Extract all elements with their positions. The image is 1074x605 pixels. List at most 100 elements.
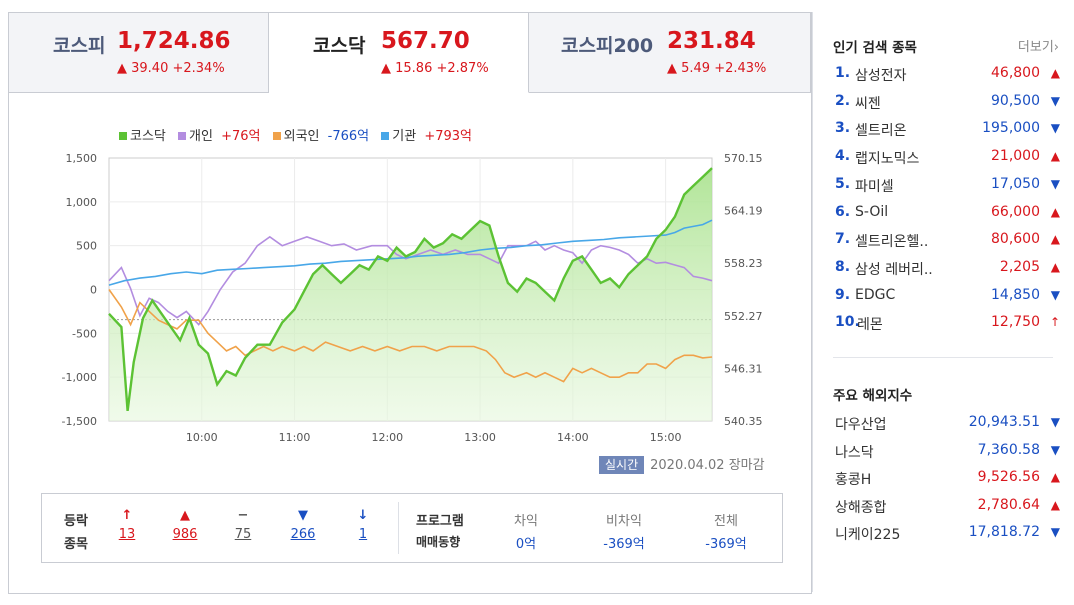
tab-kosdaq[interactable]: 코스닥 567.70 ▲ 15.86 +2.87% bbox=[269, 13, 529, 93]
tab-kospi200[interactable]: 코스피200 231.84 ▲ 5.49 +2.43% bbox=[529, 13, 811, 93]
tab-kospi[interactable]: 코스피 1,724.86 ▲ 39.40 +2.34% bbox=[9, 13, 269, 93]
individual-line bbox=[108, 235, 713, 326]
overseas-index-item[interactable]: 상해종합 2,780.64 ▲ bbox=[835, 497, 1060, 524]
x-tick: 12:00 bbox=[371, 431, 403, 443]
breadth-item[interactable]: ▼ 266 bbox=[288, 508, 318, 542]
popular-item[interactable]: 8. 삼성 레버리.. 2,205 ▲ bbox=[835, 259, 1060, 286]
legend-institution[interactable]: 기관 +793억 bbox=[381, 129, 476, 144]
more-link[interactable]: 더보기› bbox=[1018, 36, 1059, 55]
stock-name[interactable]: 씨젠 bbox=[855, 95, 881, 112]
y-right-tick: 564.19 bbox=[724, 205, 763, 218]
institution-line bbox=[108, 219, 713, 286]
breadth-count[interactable]: 986 bbox=[172, 527, 198, 542]
breadth-label-1: 등락 bbox=[64, 514, 88, 529]
stock-name[interactable]: 삼성전자 bbox=[855, 68, 907, 84]
breadth-count[interactable]: 266 bbox=[290, 527, 316, 542]
status-date: 2020.04.02 장마감 bbox=[650, 458, 765, 473]
stock-price: 195,000 bbox=[982, 120, 1040, 137]
stock-name[interactable]: 셀트리온 bbox=[855, 123, 907, 140]
legend-kosdaq[interactable]: 코스닥 bbox=[119, 129, 170, 144]
program-col-head: 비차익 bbox=[606, 514, 642, 529]
down-arrow-icon: ▼ bbox=[1050, 415, 1060, 429]
breadth-item[interactable]: ↓ 1 bbox=[348, 508, 378, 542]
popular-item[interactable]: 1. 삼성전자 46,800 ▲ bbox=[835, 65, 1060, 92]
legend-individual[interactable]: 개인 +76억 bbox=[178, 129, 264, 144]
index-name[interactable]: 홍콩H bbox=[835, 472, 872, 489]
popular-item[interactable]: 4. 랩지노믹스 21,000 ▲ bbox=[835, 148, 1060, 175]
stock-name[interactable]: 삼성 레버리.. bbox=[855, 261, 933, 278]
rank: 7. bbox=[835, 231, 851, 248]
sidebar: 인기 검색 종목 더보기› 1. 삼성전자 46,800 ▲ 2. 씨젠 90,500 ▼ 3.… bbox=[812, 12, 1073, 592]
popular-item[interactable]: 7. 셀트리온헬.. 80,600 ▲ bbox=[835, 231, 1060, 258]
program-col-value: -369억 bbox=[705, 537, 747, 552]
x-tick: 11:00 bbox=[279, 431, 311, 443]
stock-price: 21,000 bbox=[991, 148, 1040, 165]
up-arrow-icon: ▲ bbox=[1050, 149, 1060, 164]
popular-item[interactable]: 10. 레몬 12,750 ↑ bbox=[835, 314, 1060, 341]
y-right-tick: 540.35 bbox=[724, 415, 763, 428]
flat-icon: − bbox=[237, 508, 249, 523]
legend-foreign[interactable]: 외국인 -766억 bbox=[272, 129, 374, 144]
up-arrow-icon: ↑ bbox=[1049, 315, 1060, 330]
stock-name[interactable]: 랩지노믹스 bbox=[855, 151, 920, 168]
y-left-tick: -1,000 bbox=[62, 371, 97, 384]
legend-label: 코스닥 bbox=[130, 129, 166, 144]
down-arrow-icon: ▼ bbox=[1050, 287, 1060, 302]
tab-value: 567.70 bbox=[381, 28, 470, 54]
overseas-index-item[interactable]: 다우산업 20,943.51 ▼ bbox=[835, 414, 1060, 441]
up-arrow-icon: ▲ bbox=[1050, 232, 1060, 247]
popular-item[interactable]: 5. 파미셀 17,050 ▼ bbox=[835, 176, 1060, 203]
program-label-2: 매매동향 bbox=[416, 535, 461, 549]
stock-name[interactable]: EDGC bbox=[855, 286, 896, 303]
up-arrow-icon: ▲ bbox=[1050, 204, 1060, 219]
index-tabs: 코스피 1,724.86 ▲ 39.40 +2.34% 코스닥 567.70 ▲… bbox=[9, 13, 811, 94]
x-tick: 13:00 bbox=[464, 431, 496, 443]
tab-change: ▲ 15.86 +2.87% bbox=[381, 61, 489, 76]
overseas-title: 주요 해외지수 bbox=[833, 388, 913, 404]
stock-price: 66,000 bbox=[991, 203, 1040, 220]
index-value: 17,818.72 bbox=[968, 524, 1040, 541]
intraday-chart: 1,500 1,000 500 0 -500 -1,000 -1,500 570.15 564.… bbox=[62, 152, 763, 443]
popular-item[interactable]: 6. S-Oil 66,000 ▲ bbox=[835, 204, 1060, 231]
breadth-item[interactable]: − 75 bbox=[228, 508, 258, 542]
y-left-tick: 1,500 bbox=[66, 152, 98, 165]
overseas-index-item[interactable]: 홍콩H 9,526.56 ▲ bbox=[835, 469, 1060, 496]
x-tick: 10:00 bbox=[186, 431, 218, 443]
popular-item[interactable]: 3. 셀트리온 195,000 ▼ bbox=[835, 120, 1060, 147]
stock-name[interactable]: 파미셀 bbox=[855, 178, 894, 195]
popular-item[interactable]: 2. 씨젠 90,500 ▼ bbox=[835, 93, 1060, 120]
popular-item[interactable]: 9. EDGC 14,850 ▼ bbox=[835, 287, 1060, 314]
tab-value: 231.84 bbox=[667, 28, 756, 54]
breadth-count[interactable]: 1 bbox=[358, 527, 368, 542]
breadth-count[interactable]: 75 bbox=[234, 527, 252, 542]
market-panel: 코스피 1,724.86 ▲ 39.40 +2.34% 코스닥 567.70 ▲… bbox=[8, 12, 812, 594]
stock-price: 46,800 bbox=[991, 65, 1040, 81]
index-name[interactable]: 상해종합 bbox=[835, 499, 887, 516]
divider bbox=[833, 357, 1053, 358]
breadth-item[interactable]: ▲ 986 bbox=[170, 508, 200, 542]
foreign-line bbox=[108, 289, 713, 383]
index-value: 7,360.58 bbox=[977, 441, 1040, 458]
realtime-badge[interactable]: 실시간 bbox=[599, 456, 645, 474]
index-name[interactable]: 니케이225 bbox=[835, 527, 901, 544]
breadth-item[interactable]: ↑ 13 bbox=[112, 508, 142, 542]
rank: 2. bbox=[835, 92, 851, 109]
program-label: 프로그램 매매동향 bbox=[416, 510, 464, 550]
overseas-index-item[interactable]: 나스닥 7,360.58 ▼ bbox=[835, 442, 1060, 469]
breadth-label-2: 종목 bbox=[64, 537, 88, 552]
down-arrow-icon: ▼ bbox=[1050, 176, 1060, 191]
stock-price: 17,050 bbox=[991, 175, 1040, 192]
stock-name[interactable]: 셀트리온헬.. bbox=[855, 234, 929, 251]
index-name[interactable]: 나스닥 bbox=[835, 444, 874, 461]
down-arrow-icon: ▼ bbox=[1050, 442, 1060, 457]
overseas-index-item[interactable]: 니케이225 17,818.72 ▼ bbox=[835, 524, 1060, 551]
y-left-tick: -1,500 bbox=[62, 415, 97, 428]
program-col-value: -369억 bbox=[603, 537, 645, 552]
rank: 8. bbox=[835, 258, 851, 275]
program-col: 비차익 -369억 bbox=[584, 510, 664, 552]
breadth-count[interactable]: 13 bbox=[118, 527, 136, 542]
index-name[interactable]: 다우산업 bbox=[835, 417, 887, 433]
y-right-tick: 558.23 bbox=[724, 257, 763, 270]
stock-name[interactable]: S-Oil bbox=[855, 203, 889, 220]
stock-name[interactable]: 레몬 bbox=[857, 317, 883, 334]
